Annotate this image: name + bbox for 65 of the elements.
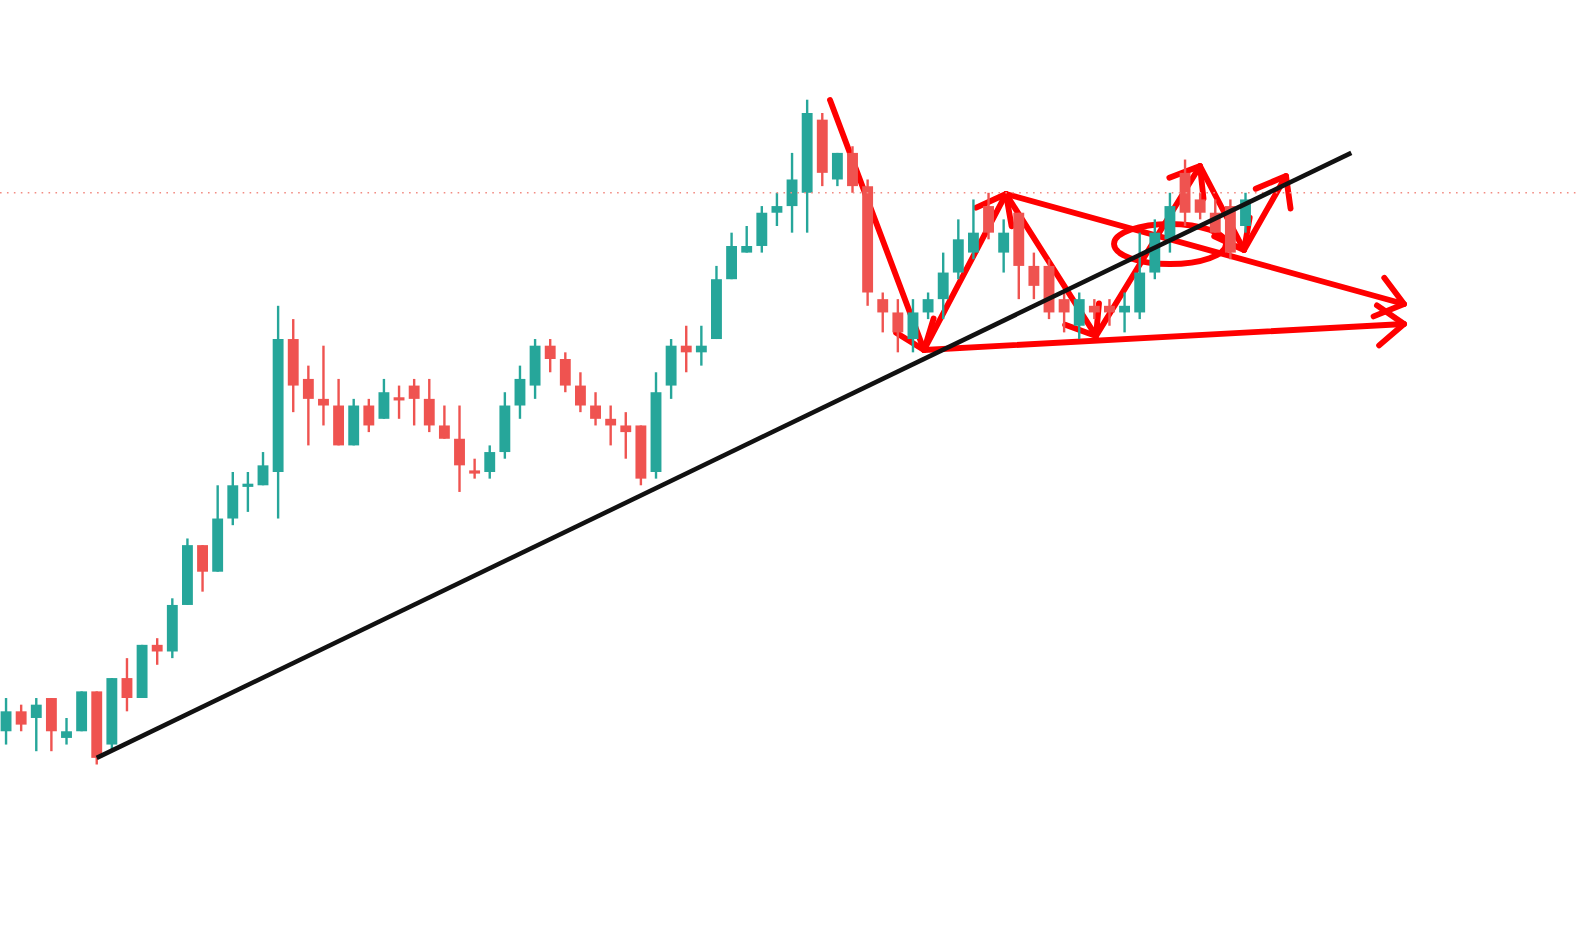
candlestick — [695, 324, 707, 367]
candlestick — [1179, 158, 1191, 228]
candlestick — [998, 218, 1010, 274]
candlestick — [287, 317, 299, 414]
candlestick — [197, 543, 208, 593]
candlestick — [408, 377, 420, 427]
candlestick — [756, 204, 768, 254]
candlestick — [363, 397, 375, 434]
candlestick — [1134, 231, 1146, 321]
candlestick — [514, 364, 526, 421]
candlestick — [348, 397, 360, 447]
candlestick — [378, 377, 390, 421]
candlestick — [665, 337, 677, 401]
candlestick — [1164, 191, 1176, 254]
candlestick — [76, 690, 88, 733]
candlestick — [529, 337, 541, 401]
candlestick — [1088, 297, 1100, 321]
candlestick — [831, 151, 843, 188]
candlestick — [786, 151, 798, 234]
candlestick — [590, 391, 601, 427]
candlestick — [680, 324, 692, 374]
candlestick — [499, 391, 511, 460]
candlestick — [544, 337, 556, 374]
candlestick — [30, 696, 42, 753]
candlestick — [574, 371, 586, 414]
candlestick — [1073, 291, 1085, 341]
candlestick — [227, 470, 239, 527]
candlestick — [877, 291, 889, 334]
candlestick — [741, 224, 753, 254]
candlestick — [0, 696, 12, 746]
candlestick — [1104, 297, 1115, 327]
candlestick — [726, 231, 738, 281]
candlestick — [151, 636, 163, 666]
candlestick — [907, 297, 919, 354]
candlestick — [620, 410, 632, 460]
candlestick — [1119, 291, 1131, 334]
candlestick — [15, 703, 27, 733]
candlestick — [467, 457, 482, 480]
candlestick — [1224, 198, 1236, 261]
candlestick — [559, 351, 571, 394]
candlestick — [318, 344, 329, 427]
candlestick — [45, 696, 57, 753]
candlestick — [333, 377, 345, 447]
candlestick — [61, 716, 72, 746]
candlestick — [121, 656, 133, 713]
candlestick — [257, 450, 269, 487]
candlestick — [454, 404, 465, 494]
candlestick — [952, 218, 964, 281]
candlestick — [1028, 251, 1040, 301]
candlestick — [937, 251, 949, 321]
candlestick — [1058, 291, 1070, 334]
candlestick — [771, 191, 783, 228]
candlestick — [438, 404, 450, 440]
candlestick — [240, 470, 255, 514]
candlestick — [605, 404, 617, 447]
candlestick — [967, 198, 979, 261]
candlestick — [983, 191, 994, 241]
candlestick — [302, 364, 314, 447]
candlestick — [166, 597, 178, 660]
candlestick — [922, 291, 934, 321]
candlestick — [847, 145, 858, 194]
candlestick — [484, 444, 496, 480]
candlestick — [1194, 191, 1206, 221]
candlestick — [892, 297, 904, 354]
candlestick — [423, 377, 435, 434]
